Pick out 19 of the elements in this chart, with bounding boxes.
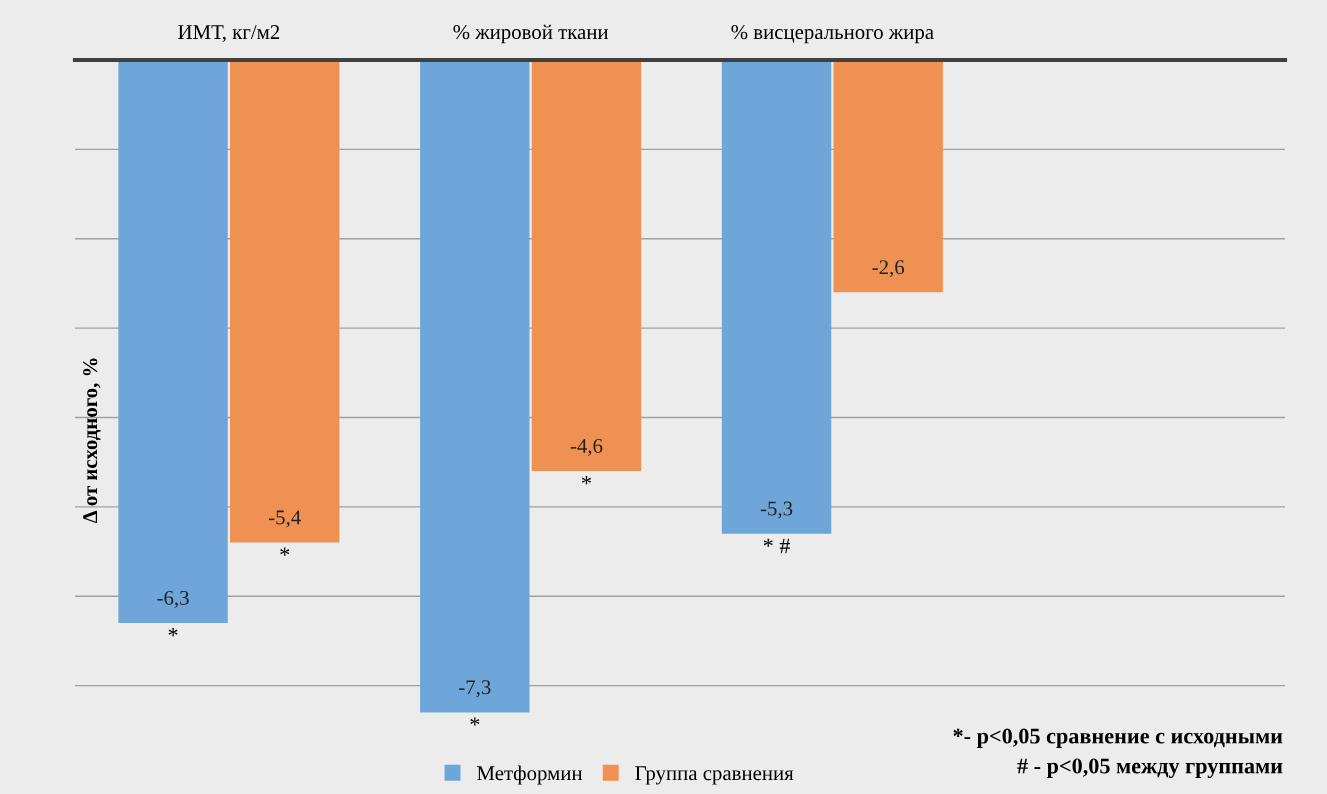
x-tick-label: % жировой ткани bbox=[453, 24, 609, 44]
data-label: -4,6 bbox=[570, 438, 603, 456]
data-label: -6,3 bbox=[157, 590, 189, 608]
annotation: * bbox=[280, 547, 290, 556]
legend-label: Группа сравнения bbox=[635, 766, 794, 785]
annotation: * # bbox=[763, 538, 791, 554]
annotation: * bbox=[581, 476, 591, 485]
data-label: -2,6 bbox=[872, 260, 905, 278]
annotation: * bbox=[470, 717, 480, 726]
text: *- p<0,05 сравнение с исходными bbox=[953, 728, 1283, 749]
annotation: * bbox=[168, 628, 178, 637]
text: # - p<0,05 между группами bbox=[1017, 758, 1283, 779]
data-label: -7,3 bbox=[459, 680, 491, 698]
data-label: -5,4 bbox=[269, 510, 301, 528]
x-tick-label: % висцерального жира bbox=[731, 25, 934, 44]
y-axis-title: Δ от исходного, % bbox=[83, 358, 101, 524]
x-tick-label: ИМТ, кг/м2 bbox=[178, 25, 280, 43]
data-label: -5,3 bbox=[760, 501, 793, 519]
legend-label: Метформин bbox=[477, 765, 583, 785]
